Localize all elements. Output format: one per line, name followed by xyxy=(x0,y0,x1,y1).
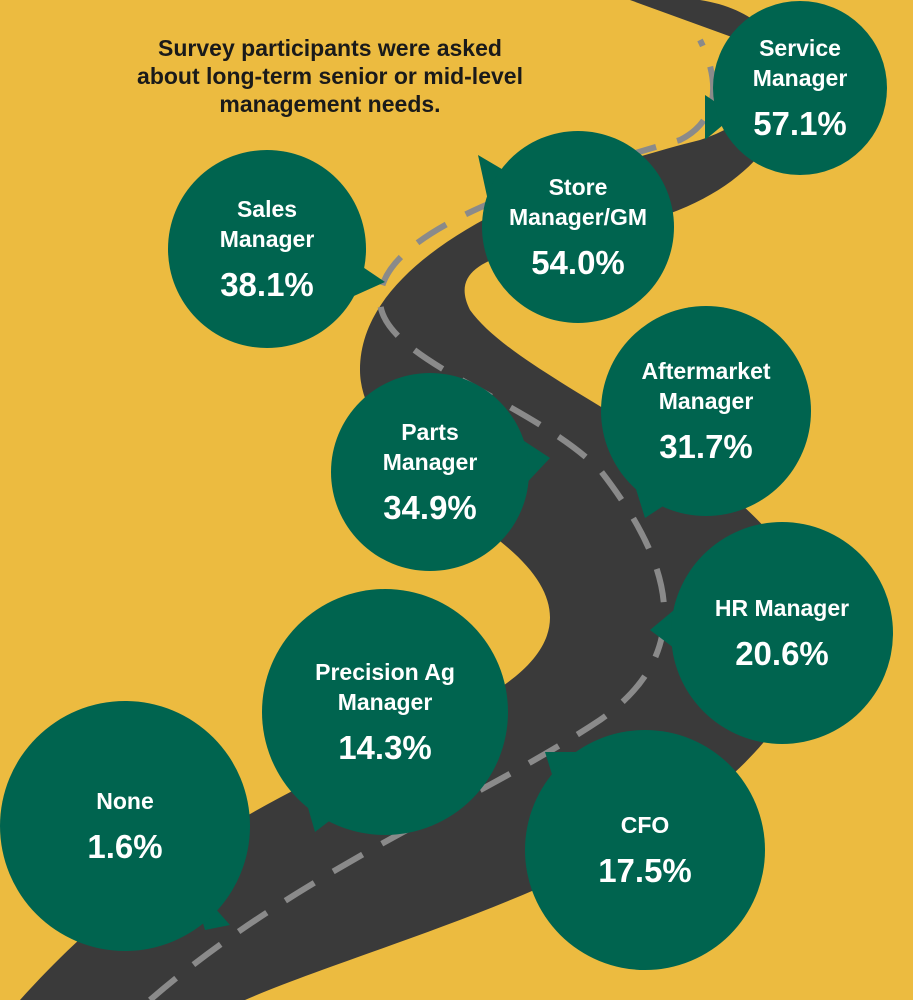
bubble-hr-manager: HR Manager 20.6% xyxy=(671,522,893,744)
bubble-label: Service Manager xyxy=(752,35,848,91)
caption-line: Survey participants were asked xyxy=(158,35,502,61)
caption-line: about long-term senior or mid-level xyxy=(137,63,523,89)
bubble-label: None xyxy=(96,788,154,814)
bubble-value: 38.1% xyxy=(220,266,314,303)
bubble-value: 57.1% xyxy=(753,105,847,142)
bubble-aftermarket-manager: Aftermarket Manager 31.7% xyxy=(601,306,811,516)
bubble-label: Aftermarket Manager xyxy=(641,358,771,414)
bubble-label: Precision Ag Manager xyxy=(315,659,455,715)
bubble-label: Sales Manager xyxy=(219,196,315,252)
caption-line: management needs. xyxy=(219,91,441,117)
bubble-value: 54.0% xyxy=(531,244,625,281)
bubble-cfo: CFO 17.5% xyxy=(525,730,765,970)
bubble-value: 31.7% xyxy=(659,428,753,465)
bubble-label: Parts Manager xyxy=(382,419,478,475)
bubble-store-manager-gm: Store Manager/GM 54.0% xyxy=(482,131,674,323)
bubble-value: 20.6% xyxy=(735,635,829,672)
bubble-label: HR Manager xyxy=(714,595,850,621)
bubble-label: CFO xyxy=(620,812,670,838)
bubble-value: 14.3% xyxy=(338,729,432,766)
bubble-value: 17.5% xyxy=(598,852,692,889)
bubble-parts-manager: Parts Manager 34.9% xyxy=(331,373,529,571)
caption: Survey participants were asked about lon… xyxy=(100,34,560,118)
bubble-label: Store Manager/GM xyxy=(508,174,648,230)
bubble-precision-ag-manager: Precision Ag Manager 14.3% xyxy=(262,589,508,835)
bubble-sales-manager: Sales Manager 38.1% xyxy=(168,150,366,348)
bubble-value: 1.6% xyxy=(87,828,163,865)
bubble-none: None 1.6% xyxy=(0,701,250,951)
bubble-service-manager: Service Manager 57.1% xyxy=(713,1,887,175)
bubble-value: 34.9% xyxy=(383,489,477,526)
